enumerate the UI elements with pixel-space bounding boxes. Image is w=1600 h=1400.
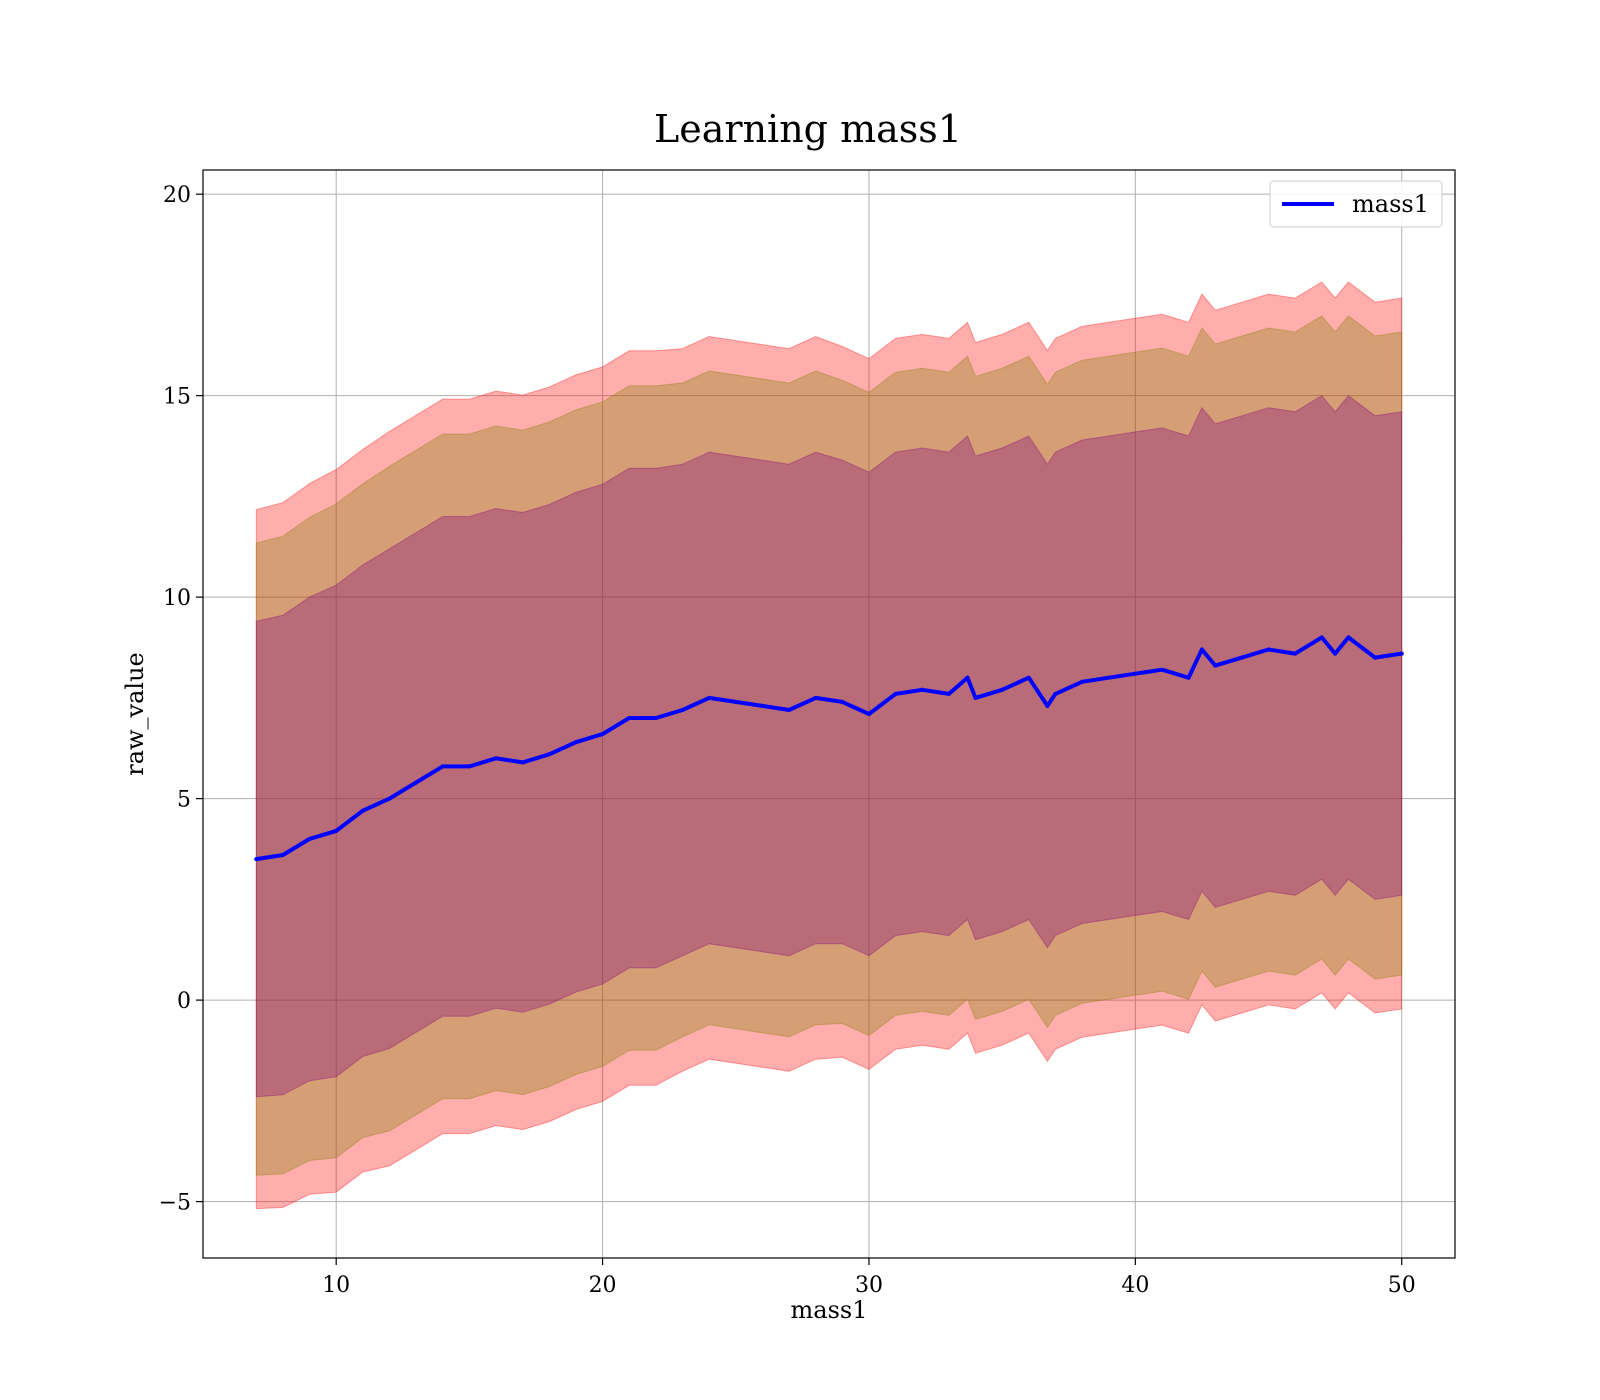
data-point bbox=[440, 764, 445, 769]
data-point bbox=[1293, 651, 1298, 656]
band-inner bbox=[255, 395, 1403, 1098]
data-point bbox=[1160, 667, 1164, 672]
data-point bbox=[893, 691, 898, 696]
y-tick-label: 10 bbox=[163, 586, 191, 611]
legend-box bbox=[1269, 180, 1443, 228]
x-tick-label: 10 bbox=[322, 1273, 350, 1298]
data-point bbox=[520, 760, 525, 765]
data-point bbox=[1346, 635, 1351, 640]
data-point bbox=[334, 828, 339, 833]
data-point bbox=[1026, 675, 1031, 680]
data-point bbox=[467, 764, 472, 769]
data-point bbox=[965, 675, 970, 680]
chart-title: Learning mass1 bbox=[654, 107, 962, 151]
data-point bbox=[1106, 675, 1111, 680]
data-point bbox=[653, 716, 658, 720]
data-point bbox=[494, 756, 498, 761]
data-point bbox=[1199, 647, 1204, 652]
data-point bbox=[1319, 635, 1324, 640]
data-point bbox=[1239, 655, 1244, 660]
data-point bbox=[920, 687, 925, 692]
data-point bbox=[1266, 647, 1271, 652]
series-line-mass1 bbox=[254, 635, 1404, 862]
x-axis: 10 20 30 40 50 bbox=[322, 1258, 1416, 1298]
data-point bbox=[627, 716, 632, 720]
band-outer bbox=[255, 281, 1403, 1210]
data-point bbox=[1213, 663, 1218, 668]
bands bbox=[255, 281, 1403, 1210]
y-tick-label: −5 bbox=[159, 1191, 191, 1216]
data-point bbox=[733, 699, 738, 704]
data-point bbox=[1000, 687, 1005, 692]
x-tick-label: 30 bbox=[855, 1273, 883, 1298]
data-point bbox=[1045, 703, 1050, 708]
series-lines bbox=[254, 635, 1404, 862]
band-middle bbox=[255, 315, 1403, 1176]
data-point bbox=[1133, 671, 1138, 676]
data-point bbox=[360, 808, 365, 813]
data-point bbox=[840, 699, 845, 704]
y-tick-label: 20 bbox=[163, 183, 191, 208]
y-axis: −5 0 5 10 15 20 bbox=[159, 183, 203, 1216]
data-point bbox=[867, 712, 871, 716]
data-point bbox=[973, 695, 978, 700]
x-axis-label: mass1 bbox=[791, 1296, 868, 1324]
data-point bbox=[254, 857, 259, 862]
data-point bbox=[1373, 655, 1378, 660]
data-point bbox=[547, 752, 552, 757]
data-point bbox=[1186, 675, 1191, 680]
x-tick-label: 50 bbox=[1388, 1273, 1416, 1298]
y-tick-label: 15 bbox=[163, 385, 191, 410]
data-point bbox=[787, 708, 791, 712]
x-tick-label: 40 bbox=[1121, 1273, 1149, 1298]
plot-frame bbox=[202, 169, 1456, 1259]
legend: mass1 bbox=[1269, 180, 1443, 228]
data-point bbox=[1399, 651, 1404, 656]
data-point bbox=[280, 853, 285, 857]
x-tick-label: 20 bbox=[589, 1273, 617, 1298]
data-point bbox=[1053, 691, 1058, 696]
data-point bbox=[707, 695, 712, 700]
data-point bbox=[760, 703, 765, 708]
data-point bbox=[946, 691, 951, 696]
y-axis-label: raw_value bbox=[121, 652, 149, 776]
data-point bbox=[387, 796, 392, 801]
data-point bbox=[414, 780, 419, 785]
data-point bbox=[1333, 651, 1338, 656]
data-point bbox=[307, 836, 312, 841]
data-point bbox=[600, 732, 605, 737]
data-point bbox=[573, 740, 578, 745]
data-point bbox=[1080, 679, 1085, 684]
y-tick-label: 5 bbox=[177, 788, 191, 813]
legend-entry: mass1 bbox=[1352, 190, 1429, 218]
data-point bbox=[680, 708, 685, 712]
data-point bbox=[813, 695, 818, 700]
y-tick-label: 0 bbox=[177, 989, 191, 1014]
